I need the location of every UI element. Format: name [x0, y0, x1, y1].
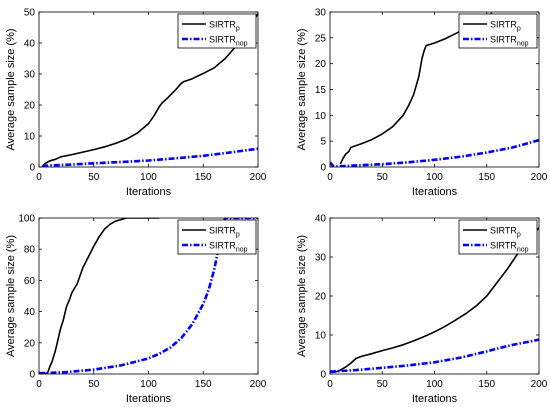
- chart-panel-1: 0 50 100 150 200 0 10 20 30 40 50 Iterations Average…: [5, 8, 267, 199]
- y-tick-label: 5: [320, 137, 326, 148]
- x-axis-label: Iterations: [126, 393, 172, 405]
- legend: SIRTRp SIRTRnop: [458, 13, 538, 49]
- x-tick-label: 150: [478, 172, 495, 183]
- y-tick-label: 60: [24, 276, 36, 287]
- y-tick-label: 30: [24, 70, 36, 81]
- x-tick-label: 50: [377, 172, 389, 183]
- chart-panel-2: 0 50 100 150 200 0 5 10 15 20 25 30 Iterations Averag…: [296, 8, 548, 199]
- legend: SIRTRp SIRTRnop: [458, 219, 538, 255]
- y-axis-label: Average sample size (%): [5, 235, 17, 357]
- x-tick-label: 50: [88, 172, 100, 183]
- y-tick-label: 30: [315, 253, 327, 264]
- y-tick-label: 100: [18, 214, 35, 225]
- x-tick-label: 200: [250, 172, 267, 183]
- x-axis-label: Iterations: [126, 186, 172, 198]
- x-axis-label: Iterations: [412, 393, 458, 405]
- legend-label: SIRTRp: [209, 20, 240, 33]
- y-tick-label: 0: [320, 163, 326, 174]
- y-tick-label: 40: [24, 39, 36, 50]
- y-tick-label: 0: [320, 370, 326, 381]
- y-tick-label: 10: [315, 331, 327, 342]
- y-tick-label: 80: [24, 245, 36, 256]
- y-tick-label: 30: [315, 8, 327, 19]
- legend-box: [458, 219, 538, 255]
- legend-box: [177, 13, 257, 49]
- x-tick-label: 100: [140, 172, 157, 183]
- x-axis-label: Iterations: [412, 186, 458, 198]
- legend-box: [458, 13, 538, 49]
- x-tick-label: 0: [327, 379, 333, 390]
- legend: SIRTRp SIRTRnop: [177, 13, 257, 49]
- x-tick-label: 150: [195, 379, 212, 390]
- y-tick-label: 50: [24, 8, 36, 19]
- y-axis-label: Average sample size (%): [5, 28, 17, 150]
- series-line-sirtr-p: [44, 218, 160, 374]
- legend-label: SIRTRnop: [209, 241, 248, 254]
- series-line-sirtr-p: [330, 227, 539, 373]
- y-tick-label: 0: [29, 370, 35, 381]
- x-tick-label: 100: [426, 172, 443, 183]
- x-tick-label: 200: [250, 379, 267, 390]
- legend-box: [177, 219, 257, 255]
- chart-panel-4: 0 50 100 150 200 0 10 20 30 40 Iterations Average s…: [296, 214, 548, 406]
- x-tick-label: 150: [195, 172, 212, 183]
- legend-label: SIRTRp: [209, 226, 240, 239]
- series-line-sirtr-nop: [330, 338, 539, 373]
- x-tick-label: 0: [36, 172, 42, 183]
- x-tick-label: 0: [327, 172, 333, 183]
- legend-label: SIRTRp: [490, 20, 521, 33]
- y-tick-label: 10: [24, 132, 36, 143]
- series-line-sirtr-nop: [42, 147, 258, 167]
- x-tick-label: 50: [377, 379, 389, 390]
- x-tick-label: 100: [140, 379, 157, 390]
- y-tick-label: 20: [315, 292, 327, 303]
- y-axis-label: Average sample size (%): [296, 235, 308, 357]
- x-tick-label: 0: [36, 379, 42, 390]
- y-tick-label: 25: [315, 33, 327, 44]
- y-tick-label: 20: [24, 101, 36, 112]
- x-tick-label: 150: [478, 379, 495, 390]
- series-line-sirtr-nop: [330, 138, 539, 167]
- y-axis-label: Average sample size (%): [296, 28, 308, 150]
- legend-label: SIRTRp: [490, 226, 521, 239]
- y-tick-label: 10: [315, 111, 327, 122]
- x-tick-label: 100: [426, 379, 443, 390]
- x-tick-label: 50: [88, 379, 100, 390]
- y-tick-label: 40: [315, 214, 327, 225]
- series-line-sirtr-p: [339, 12, 493, 165]
- x-tick-label: 200: [531, 379, 548, 390]
- legend: SIRTRp SIRTRnop: [177, 219, 257, 255]
- legend-label: SIRTRnop: [490, 241, 529, 254]
- series-line-sirtr-p: [41, 13, 258, 167]
- y-tick-label: 15: [315, 85, 327, 96]
- x-tick-label: 200: [531, 172, 548, 183]
- y-tick-label: 40: [24, 307, 36, 318]
- series-line-sirtr-nop: [39, 218, 258, 374]
- chart-panel-3: 0 50 100 150 200 0 20 40 60 80 100 Iterations Averag…: [5, 214, 267, 406]
- legend-label: SIRTRnop: [490, 35, 529, 48]
- y-tick-label: 0: [29, 163, 35, 174]
- y-tick-label: 20: [24, 338, 36, 349]
- legend-label: SIRTRnop: [209, 35, 248, 48]
- y-tick-label: 20: [315, 59, 327, 70]
